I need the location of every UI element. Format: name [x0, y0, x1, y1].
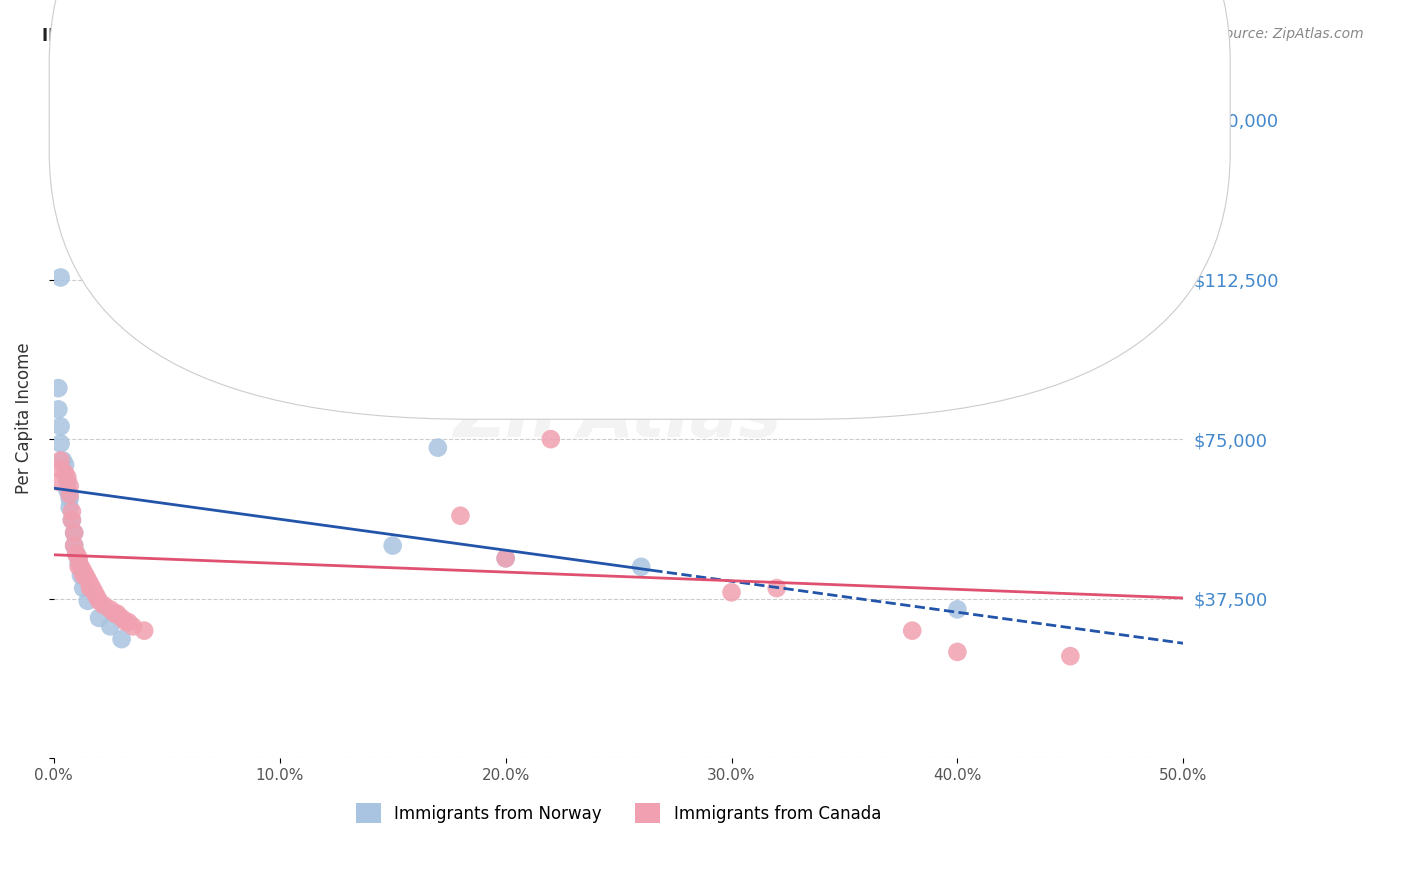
- Point: [946, 645, 969, 659]
- Point: [56, 475, 79, 489]
- Point: [946, 602, 969, 616]
- Point: [63, 539, 86, 553]
- Point: [70, 559, 93, 574]
- Text: R =: R =: [527, 116, 564, 134]
- Point: [70, 568, 93, 582]
- Text: N =: N =: [654, 78, 690, 96]
- Point: [87, 594, 110, 608]
- Text: ■: ■: [492, 115, 513, 135]
- Point: [49, 270, 72, 285]
- Point: [60, 504, 83, 518]
- Point: [675, 390, 697, 404]
- Point: [60, 513, 83, 527]
- Text: -0.094: -0.094: [567, 78, 626, 96]
- Point: [63, 525, 86, 540]
- Point: [49, 436, 72, 450]
- Point: [76, 594, 98, 608]
- Point: [79, 577, 101, 591]
- Point: [63, 525, 86, 540]
- Point: [56, 470, 79, 484]
- Point: [56, 483, 79, 498]
- Text: 43: 43: [693, 116, 717, 134]
- Point: [110, 611, 132, 625]
- Point: [76, 573, 98, 587]
- Point: [72, 568, 94, 582]
- Text: -0.241: -0.241: [567, 116, 626, 134]
- Point: [48, 475, 70, 489]
- Point: [48, 155, 70, 169]
- Point: [83, 585, 105, 599]
- Point: [65, 547, 87, 561]
- Point: [540, 432, 562, 446]
- Point: [49, 419, 72, 434]
- Point: [65, 547, 87, 561]
- Text: N =: N =: [654, 116, 690, 134]
- Text: R =: R =: [527, 78, 564, 96]
- Point: [426, 441, 449, 455]
- Point: [381, 539, 404, 553]
- Point: [53, 466, 76, 480]
- Point: [67, 556, 90, 570]
- Point: [115, 615, 138, 629]
- Point: [110, 632, 132, 647]
- Point: [67, 559, 90, 574]
- Point: [49, 462, 72, 476]
- Text: 28: 28: [693, 78, 716, 96]
- Text: Source: ZipAtlas.com: Source: ZipAtlas.com: [1216, 27, 1364, 41]
- Text: ZIPAtlas: ZIPAtlas: [454, 384, 783, 452]
- Text: IMMIGRANTS FROM NORWAY VS IMMIGRANTS FROM CANADA PER CAPITA INCOME CORRELATION C: IMMIGRANTS FROM NORWAY VS IMMIGRANTS FRO…: [42, 27, 1015, 45]
- Point: [48, 381, 70, 395]
- Point: [765, 581, 787, 595]
- Point: [104, 607, 127, 621]
- Point: [495, 551, 517, 566]
- Point: [495, 551, 517, 566]
- Point: [93, 598, 115, 612]
- Point: [720, 585, 742, 599]
- Y-axis label: Per Capita Income: Per Capita Income: [15, 342, 32, 493]
- Point: [79, 581, 101, 595]
- Point: [82, 581, 104, 595]
- Point: [630, 559, 652, 574]
- Point: [134, 624, 156, 638]
- Point: [105, 607, 128, 621]
- Point: [59, 491, 82, 506]
- Point: [1059, 649, 1081, 664]
- Point: [87, 611, 110, 625]
- Point: [122, 619, 145, 633]
- Point: [49, 453, 72, 467]
- Point: [59, 479, 82, 493]
- Point: [98, 619, 121, 633]
- Point: [72, 564, 94, 578]
- Point: [59, 487, 82, 501]
- Point: [86, 590, 108, 604]
- Point: [449, 508, 471, 523]
- Text: ■: ■: [492, 78, 513, 97]
- Point: [117, 615, 139, 629]
- Point: [60, 513, 83, 527]
- Point: [63, 539, 86, 553]
- Legend: Immigrants from Norway, Immigrants from Canada: Immigrants from Norway, Immigrants from …: [347, 795, 890, 831]
- Point: [901, 624, 924, 638]
- Point: [67, 551, 90, 566]
- Point: [53, 458, 76, 472]
- Point: [72, 581, 94, 595]
- Point: [52, 453, 75, 467]
- Point: [48, 402, 70, 417]
- Point: [59, 500, 82, 515]
- Point: [98, 602, 121, 616]
- Point: [75, 568, 97, 582]
